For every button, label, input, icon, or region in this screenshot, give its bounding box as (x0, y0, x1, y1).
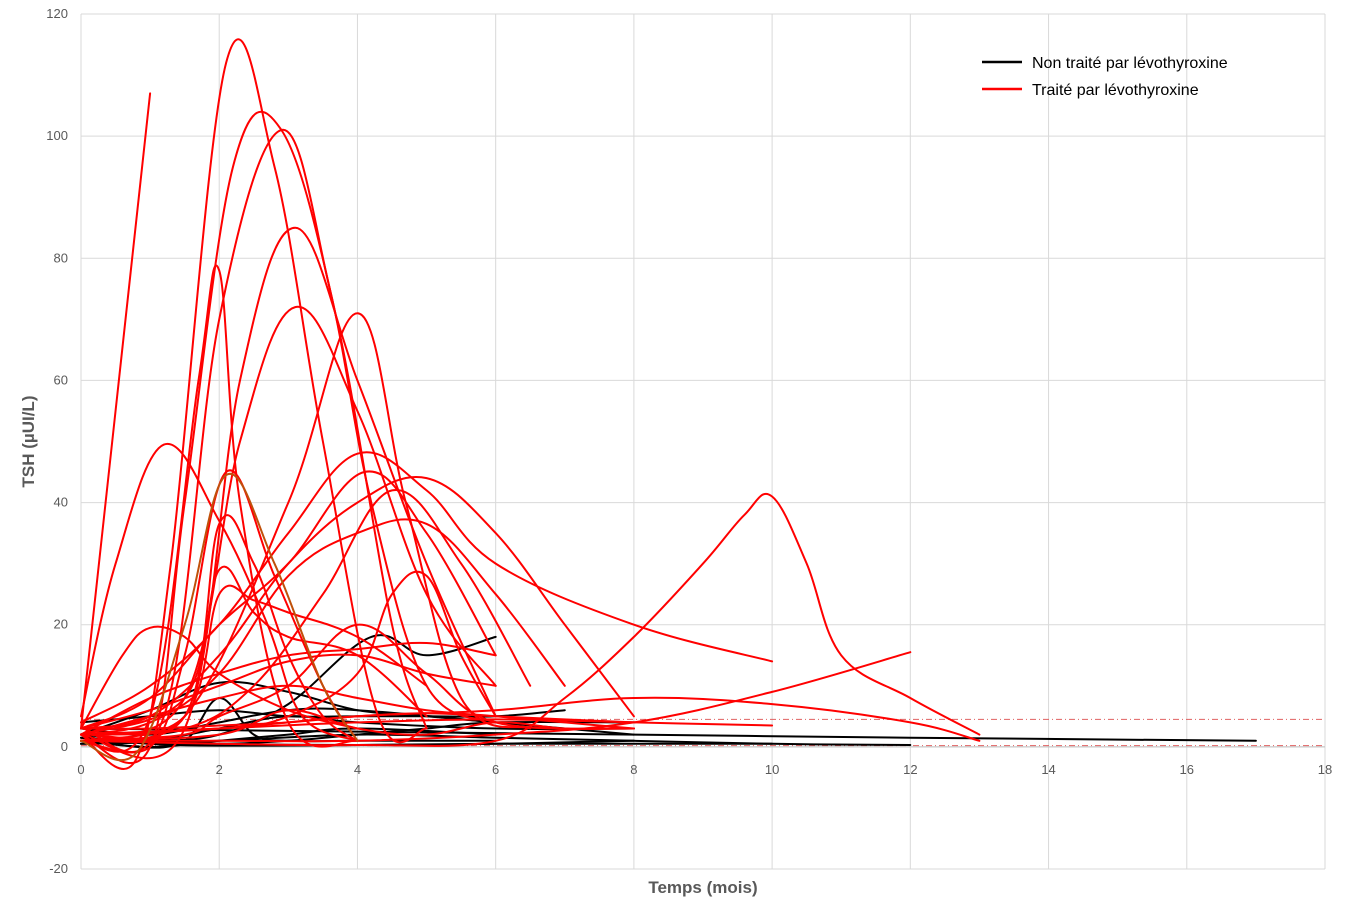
x-tick-label-5: 10 (765, 762, 779, 777)
series-line-treated-36 (80, 651, 912, 743)
series-line-treated-39 (80, 570, 497, 736)
x-tick-label-2: 4 (354, 762, 361, 777)
series-line-treated-13 (80, 38, 428, 770)
series-group-treated (80, 38, 981, 770)
series-line-treated-29 (80, 584, 428, 742)
x-tick-label-3: 6 (492, 762, 499, 777)
tick-labels: 0 2 4 6 8 10 12 14 16 18 -20 0 20 40 60 80 100 120 (46, 6, 1332, 876)
legend-label-untreated: Non traité par lévothyroxine (1032, 55, 1228, 72)
y-tick-label-3: 40 (54, 495, 68, 510)
x-tick-label-4: 8 (630, 762, 637, 777)
series-line-treated-17 (80, 264, 359, 753)
x-tick-label-9: 18 (1318, 762, 1332, 777)
series-line-treated-19 (80, 312, 532, 741)
y-tick-label-5: 80 (54, 250, 68, 265)
series-line-treated-35 (80, 492, 981, 747)
legend-label-treated: Traité par lévothyroxine (1032, 82, 1199, 99)
series-line-treated-26 (80, 451, 774, 724)
series-line-treated-23 (80, 489, 532, 736)
series-line-treated-14 (80, 110, 428, 764)
legend: Non traité par lévothyroxine Traité par … (982, 55, 1228, 99)
x-tick-label-7: 14 (1041, 762, 1055, 777)
x-tick-label-8: 16 (1180, 762, 1194, 777)
x-axis-title: Temps (mois) (648, 878, 757, 897)
x-tick-label-6: 12 (903, 762, 917, 777)
y-tick-label-2: 20 (54, 617, 68, 632)
series-line-treated-24 (80, 475, 635, 730)
y-tick-label-6: 100 (46, 128, 68, 143)
series-line-treated-42 (80, 472, 359, 762)
y-tick-label-0: -20 (49, 861, 68, 876)
y-tick-label-1: 0 (61, 739, 68, 754)
reference-lines (81, 718, 1325, 747)
series-line-treated-40 (80, 623, 635, 742)
series-line-treated-31 (80, 641, 497, 736)
series-line-untreated-7 (80, 727, 1257, 742)
x-tick-label-0: 0 (77, 762, 84, 777)
y-tick-label-7: 120 (46, 6, 68, 21)
series-group-untreated (80, 634, 1257, 749)
y-axis-title: TSH (µUI/L) (19, 396, 38, 488)
series-line-treated-41 (80, 712, 635, 730)
series-line-treated-15 (80, 128, 497, 753)
series-line-treated-25 (80, 518, 566, 736)
y-tick-label-4: 60 (54, 372, 68, 387)
x-tick-label-1: 2 (216, 762, 223, 777)
series-line-treated-12 (80, 92, 152, 730)
